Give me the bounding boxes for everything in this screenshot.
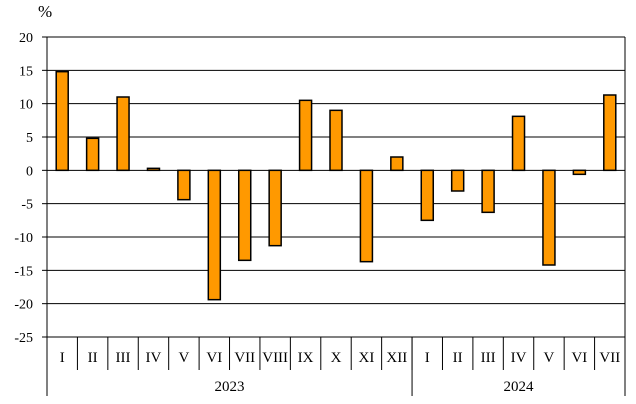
bar	[85, 137, 100, 172]
bar	[298, 99, 313, 172]
bar	[390, 156, 404, 172]
bar	[237, 169, 252, 262]
y-tick-label: -5	[21, 198, 33, 213]
bars	[55, 70, 617, 301]
y-tick-label: -15	[14, 264, 33, 279]
x-tick-label: IV	[511, 350, 527, 366]
y-tick-label: -10	[14, 231, 33, 246]
x-tick-label: II	[453, 350, 463, 366]
bar	[511, 115, 526, 172]
bar	[572, 169, 587, 176]
x-tick-label: IX	[298, 350, 314, 366]
year-group-label: 2023	[215, 379, 245, 395]
x-tick-label: XI	[359, 350, 375, 366]
y-tick-label: -20	[14, 298, 33, 313]
x-tick-label: IV	[146, 350, 162, 366]
bar	[207, 169, 222, 301]
bar	[116, 96, 130, 172]
bar	[55, 70, 69, 172]
bar	[542, 169, 556, 266]
x-tick-label: VII	[234, 350, 255, 366]
x-tick-label: III	[481, 350, 496, 366]
bar	[450, 169, 465, 192]
x-tick-label: V	[544, 350, 555, 366]
gridlines	[42, 36, 625, 338]
x-tick-label: I	[425, 350, 430, 366]
bar	[146, 167, 161, 172]
x-tick-label: VII	[599, 350, 620, 366]
y-tick-label: 10	[19, 98, 33, 113]
x-tick-label: II	[88, 350, 98, 366]
x-tick-label: XII	[386, 350, 407, 366]
y-tick-label: 20	[19, 31, 33, 46]
x-tick-label: I	[60, 350, 65, 366]
bar	[177, 169, 191, 201]
bar	[268, 169, 282, 247]
x-tick-label: VI	[206, 350, 222, 366]
bar	[603, 94, 617, 172]
y-tick-label: 0	[26, 164, 33, 179]
y-axis-unit-label: %	[38, 2, 52, 21]
bar	[359, 169, 374, 263]
y-axis-tick-labels: 20 15 10 5 0 -5 -10 -15 -20 -25	[14, 31, 33, 346]
x-tick-label: III	[116, 350, 131, 366]
y-tick-label: 5	[26, 131, 33, 146]
year-group-label: 2024	[504, 379, 535, 395]
x-tick-label: X	[331, 350, 342, 366]
bar	[481, 169, 495, 214]
year-groups: 2023 2024	[46, 337, 626, 396]
x-tick-label: VI	[571, 350, 587, 366]
bar	[329, 109, 343, 172]
x-tick-label: V	[178, 350, 189, 366]
bar	[420, 169, 435, 222]
x-tick-label: VIII	[262, 350, 288, 366]
y-tick-label: -25	[14, 331, 33, 346]
x-axis-tick-labels: I II III IV V VI VII VIII IX X XI XII I II III IV V VI VII	[60, 350, 620, 366]
y-tick-label: 15	[19, 64, 33, 79]
